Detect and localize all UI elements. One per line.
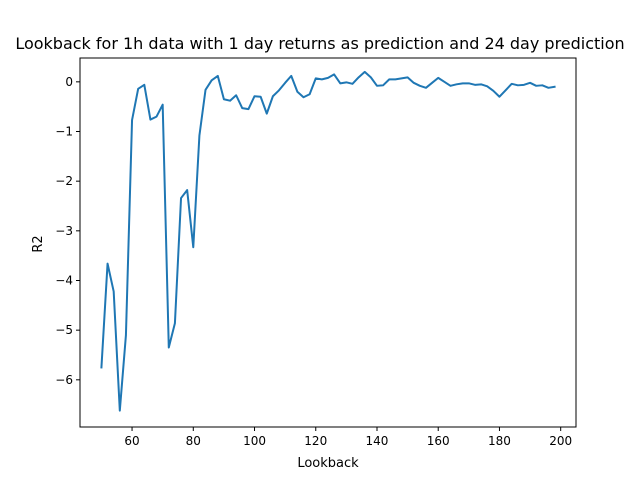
y-tick-label: −6 [55, 373, 73, 387]
x-tick-label: 100 [243, 434, 266, 448]
series-line [100, 70, 556, 412]
x-axis-ticks: 60 80 100 120 140 160 180 200 [124, 427, 572, 448]
y-tick-label: −3 [55, 224, 73, 238]
x-tick-label: 140 [366, 434, 389, 448]
y-tick-label: −4 [55, 273, 73, 287]
y-tick-label: −2 [55, 174, 73, 188]
y-tick-label: −5 [55, 323, 73, 337]
x-tick-label: 160 [427, 434, 450, 448]
x-axis-label: Lookback [297, 456, 359, 471]
x-tick-label: 200 [549, 434, 572, 448]
chart-title: Lookback for 1h data with 1 day returns … [15, 34, 624, 53]
x-tick-label: 80 [186, 434, 201, 448]
x-tick-label: 180 [488, 434, 511, 448]
y-tick-label: 0 [65, 75, 73, 89]
plot-frame [79, 57, 577, 428]
x-tick-label: 120 [304, 434, 327, 448]
y-axis-label: R2 [31, 235, 46, 252]
y-tick-label: −1 [55, 125, 73, 139]
y-axis-ticks: −6 −5 −4 −3 −2 −1 0 [55, 75, 80, 387]
x-tick-label: 60 [124, 434, 139, 448]
